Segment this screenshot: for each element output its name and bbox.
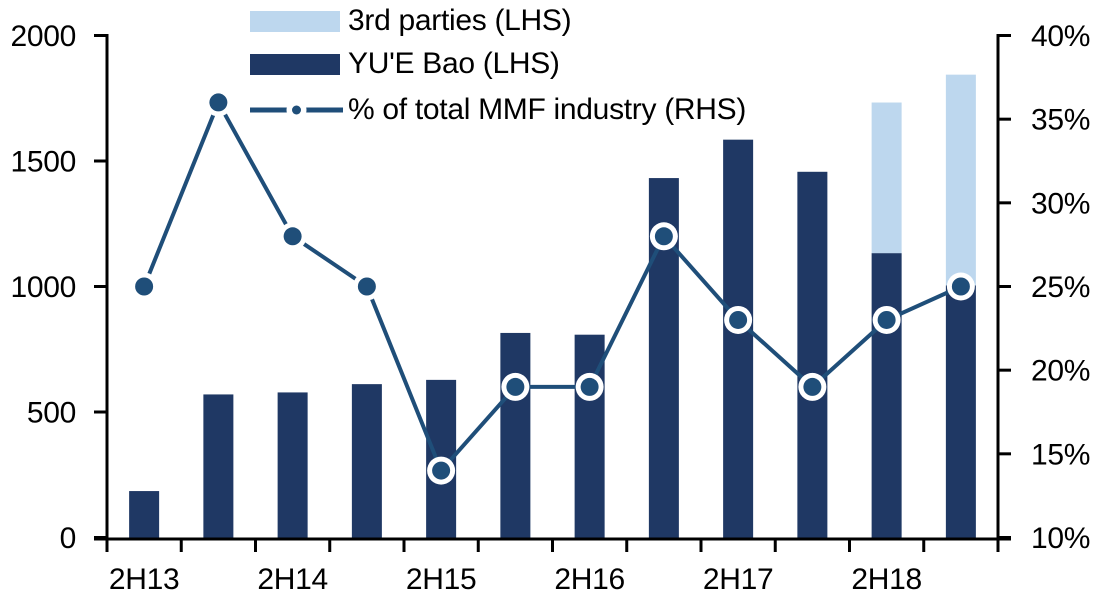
x-tick-label-2H15: 2H15 xyxy=(406,563,477,596)
bar-yuebao-2H17 xyxy=(723,139,754,538)
bar-yuebao-2H13 xyxy=(129,491,160,538)
legend-label-yue-bao: YU'E Bao (LHS) xyxy=(348,47,560,80)
left-tick-label-1000: 1000 xyxy=(10,271,76,304)
marker-1H14 xyxy=(209,93,228,112)
marker-1H18 xyxy=(803,377,822,396)
x-tick-label-2H16: 2H16 xyxy=(554,563,625,596)
bar-yuebao-1H14 xyxy=(203,394,234,538)
marker-2H15 xyxy=(432,461,451,480)
legend-swatch-yue-bao xyxy=(250,53,340,75)
bar-3rd-parties-1H19 xyxy=(945,74,976,286)
x-tick-label-2H18: 2H18 xyxy=(851,563,922,596)
right-tick-label-30%: 30% xyxy=(1031,187,1090,220)
pct-line xyxy=(142,100,962,473)
marker-2H13 xyxy=(135,277,154,296)
bar-yuebao-2H18 xyxy=(871,253,902,538)
legend-item-pct-mmf-industry: % of total MMF industry (RHS) xyxy=(250,93,747,126)
left-tick-label-2000: 2000 xyxy=(10,20,76,53)
bar-yuebao-1H16 xyxy=(500,332,531,538)
marker-1H16 xyxy=(506,377,525,396)
bar-yuebao-1H15 xyxy=(351,384,382,538)
right-tick-label-15%: 15% xyxy=(1031,438,1090,471)
left-tick-label-0: 0 xyxy=(60,522,76,555)
legend-swatch-3rd-parties xyxy=(250,10,340,32)
bar-yuebao-1H19 xyxy=(945,285,976,538)
marker-2H18 xyxy=(877,310,896,329)
marker-1H15 xyxy=(357,277,376,296)
x-tick-label-2H17: 2H17 xyxy=(703,563,774,596)
legend-item-3rd-parties: 3rd parties (LHS) xyxy=(250,4,572,37)
right-tick-label-20%: 20% xyxy=(1031,355,1090,388)
right-tick-label-25%: 25% xyxy=(1031,271,1090,304)
right-tick-label-10%: 10% xyxy=(1031,522,1090,555)
marker-2H16 xyxy=(580,377,599,396)
legend-line-marker-icon xyxy=(250,100,343,120)
x-tick-label-2H14: 2H14 xyxy=(257,563,328,596)
bar-yuebao-2H14 xyxy=(277,392,308,538)
right-tick-label-40%: 40% xyxy=(1031,20,1090,53)
left-tick-label-500: 500 xyxy=(27,397,76,430)
legend-item-yue-bao: YU'E Bao (LHS) xyxy=(250,47,560,80)
left-tick-label-1500: 1500 xyxy=(10,146,76,179)
x-tick-label-2H13: 2H13 xyxy=(109,563,180,596)
marker-1H19 xyxy=(951,277,970,296)
right-tick-label-35%: 35% xyxy=(1031,104,1090,137)
marker-1H17 xyxy=(654,227,673,246)
legend-label-pct-mmf-industry: % of total MMF industry (RHS) xyxy=(348,93,747,126)
bar-yuebao-1H18 xyxy=(797,171,828,538)
marker-2H14 xyxy=(283,227,302,246)
bar-3rd-parties-2H18 xyxy=(871,102,902,254)
legend-label-3rd-parties: 3rd parties (LHS) xyxy=(348,4,572,37)
marker-2H17 xyxy=(729,310,748,329)
